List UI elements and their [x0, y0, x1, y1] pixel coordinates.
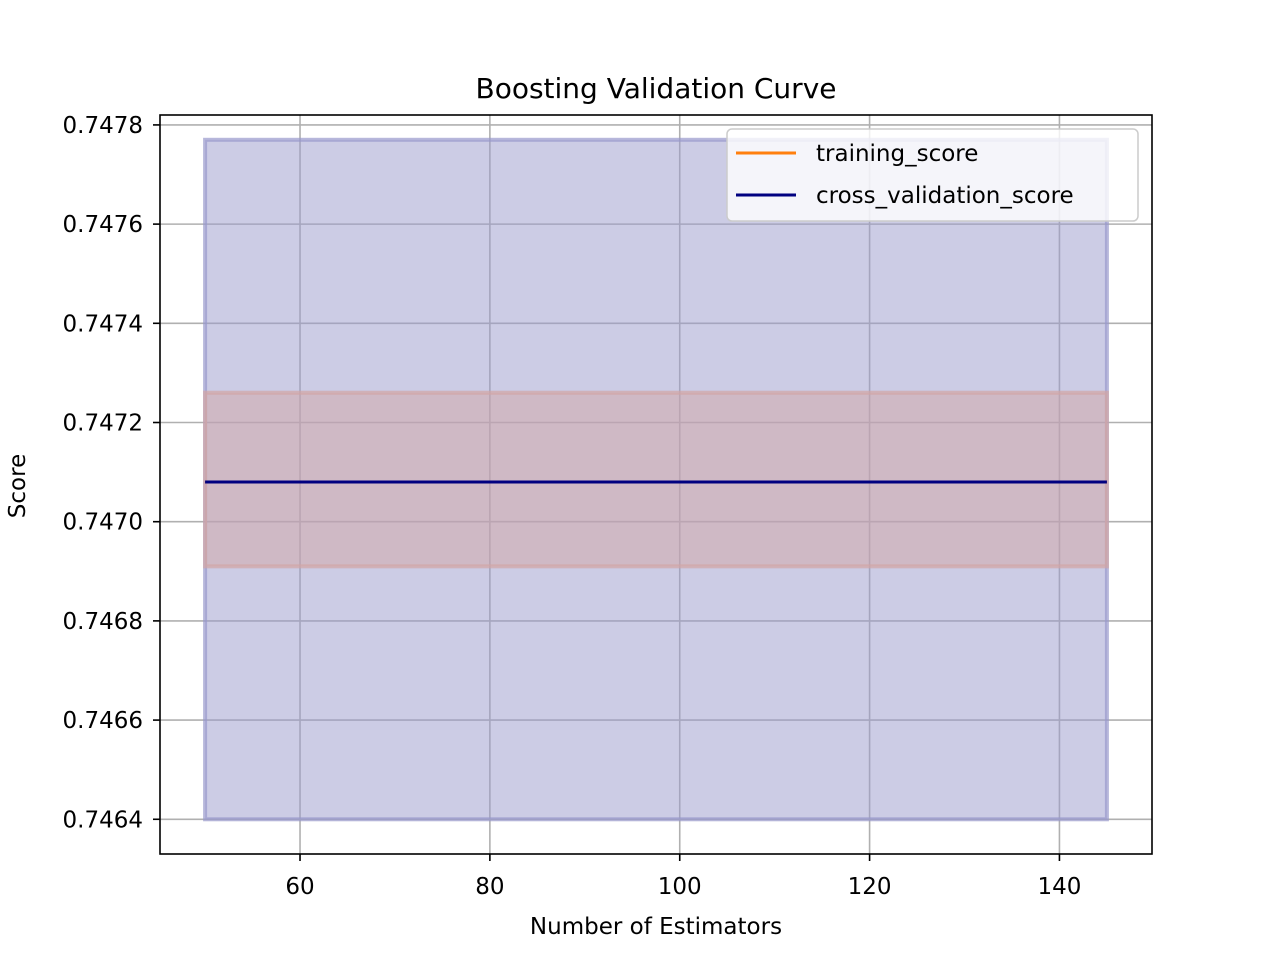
y-axis-title: Score — [5, 454, 31, 518]
legend-box — [726, 128, 1139, 222]
legend: training_score cross_validation_score — [726, 128, 1139, 222]
confidence-bands — [203, 137, 1109, 822]
x-tick-label: 100 — [658, 874, 702, 900]
training-score-legend-label: training_score — [816, 141, 978, 167]
y-tick-label: 0.7474 — [63, 311, 143, 337]
plot-frame — [159, 114, 1153, 855]
x-tick-label: 140 — [1037, 874, 1081, 900]
y-axis-ticks: 0.7464 0.7466 0.7468 0.7470 0.7472 0.7474 0.74… — [63, 113, 160, 833]
training-score-band — [203, 390, 1109, 569]
x-axis-title: Number of Estimators — [530, 914, 782, 940]
chart-title: Boosting Validation Curve — [475, 72, 836, 105]
y-tick-label: 0.7470 — [63, 510, 143, 536]
y-tick-label: 0.7464 — [63, 807, 143, 833]
y-tick-label: 0.7468 — [63, 609, 143, 635]
y-tick-label: 0.7466 — [63, 708, 143, 734]
x-tick-label: 80 — [475, 874, 504, 900]
y-tick-label: 0.7478 — [63, 113, 143, 139]
x-tick-label: 60 — [285, 874, 314, 900]
x-axis-ticks: 60 80 100 120 140 — [285, 854, 1081, 900]
y-tick-label: 0.7472 — [63, 411, 143, 437]
x-tick-label: 120 — [848, 874, 892, 900]
y-tick-label: 0.7476 — [63, 212, 143, 238]
cross-validation-score-legend-label: cross_validation_score — [816, 183, 1074, 209]
